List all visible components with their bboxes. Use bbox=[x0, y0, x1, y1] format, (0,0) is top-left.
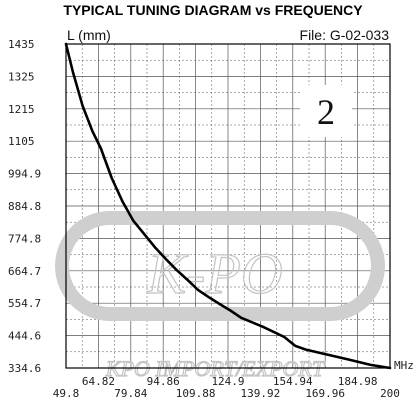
y-tick-label: 444.6 bbox=[8, 330, 41, 343]
x-tick-label-upper: 94.86 bbox=[147, 375, 180, 388]
y-tick-label: 1325 bbox=[8, 70, 35, 83]
y-tick-label: 554.7 bbox=[8, 297, 41, 310]
x-ticks: 64.82 94.86 124.9 154.94 184.98 49.8 79.84 109.… bbox=[53, 375, 400, 400]
y-tick-label: 884.8 bbox=[8, 200, 41, 213]
x-tick-label-upper: 64.82 bbox=[82, 375, 115, 388]
y-axis-label: L (mm) bbox=[67, 27, 111, 43]
y-tick-label: 774.8 bbox=[8, 232, 41, 245]
x-tick-label-lower: 200 bbox=[380, 387, 400, 400]
series-group bbox=[64, 42, 392, 370]
watermark-logo-text: K-PO bbox=[146, 241, 282, 306]
y-tick-label: 1435 bbox=[8, 38, 35, 51]
series-line bbox=[64, 42, 392, 370]
plot-frame bbox=[65, 43, 391, 369]
y-ticks: 1435 1325 1215 1105 994.9 884.8 774.8 664.7 554.… bbox=[8, 38, 41, 375]
file-label: File: G-02-033 bbox=[300, 27, 390, 43]
chart-title: TYPICAL TUNING DIAGRAM vs FREQUENCY bbox=[63, 2, 363, 18]
x-tick-label-lower: 139.92 bbox=[241, 387, 281, 400]
x-tick-label-lower: 169.96 bbox=[305, 387, 345, 400]
y-tick-label: 994.9 bbox=[8, 168, 41, 181]
y-tick-label: 1105 bbox=[8, 135, 35, 148]
y-tick-label: 664.7 bbox=[8, 265, 41, 278]
y-tick-label: 334.6 bbox=[8, 362, 41, 375]
y-tick-label: 1215 bbox=[8, 103, 35, 116]
x-tick-label-lower: 49.8 bbox=[53, 387, 80, 400]
x-tick-label-upper: 154.94 bbox=[273, 375, 313, 388]
x-tick-label-upper: 124.9 bbox=[211, 375, 244, 388]
x-tick-label-lower: 109.88 bbox=[176, 387, 216, 400]
badge-box bbox=[300, 85, 352, 137]
badge-number: 2 bbox=[317, 92, 335, 132]
x-tick-label-lower: 79.84 bbox=[114, 387, 147, 400]
watermark-logo-ring bbox=[55, 211, 385, 321]
x-axis-unit: MHz bbox=[394, 359, 414, 372]
x-tick-label-upper: 184.98 bbox=[338, 375, 378, 388]
